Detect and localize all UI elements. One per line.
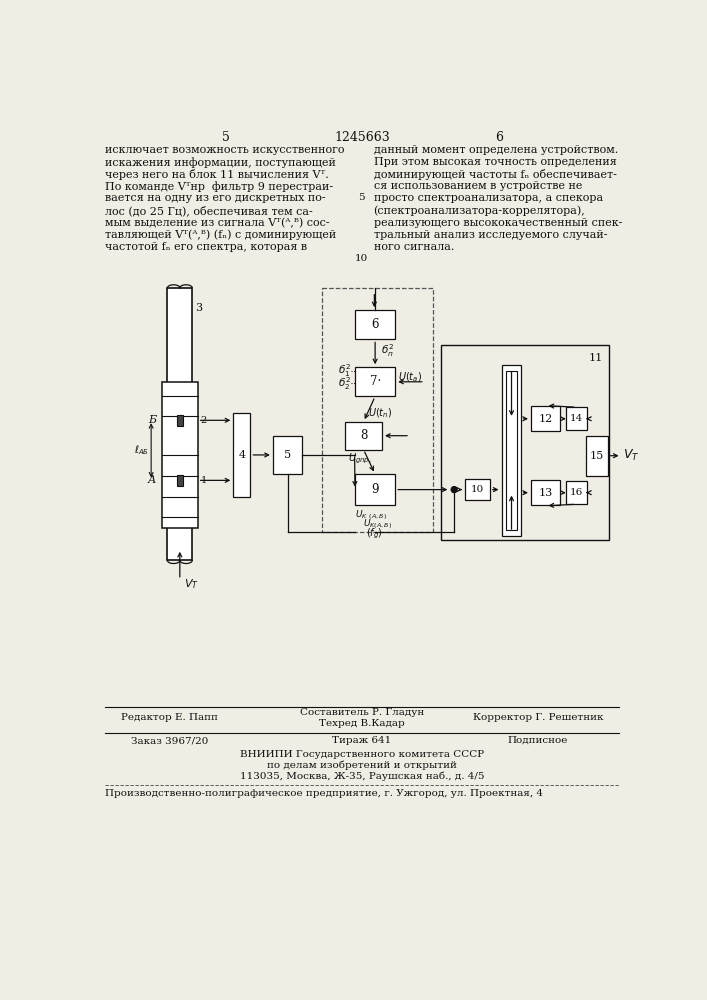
Text: 5: 5 xyxy=(284,450,291,460)
Text: 15: 15 xyxy=(590,451,604,461)
Text: доминирующей частоты fₙ обеспечивает-: доминирующей частоты fₙ обеспечивает- xyxy=(373,169,617,180)
Text: 6: 6 xyxy=(495,131,503,144)
Text: Редактор Е. Папп: Редактор Е. Папп xyxy=(122,713,218,722)
Text: $V_T$: $V_T$ xyxy=(623,448,640,463)
Text: ся использованием в устройстве не: ся использованием в устройстве не xyxy=(373,181,582,191)
Text: через него на блок 11 вычисления Vᵀ.: через него на блок 11 вычисления Vᵀ. xyxy=(105,169,329,180)
Text: $U_{gnp.}$: $U_{gnp.}$ xyxy=(348,452,372,466)
Text: 113035, Москва, Ж-35, Раушская наб., д. 4/5: 113035, Москва, Ж-35, Раушская наб., д. … xyxy=(240,771,484,781)
Bar xyxy=(355,367,395,396)
Text: 13: 13 xyxy=(539,488,553,498)
Text: мым выделение из сигнала Vᵀ(ᴬ,ᴮ) сос-: мым выделение из сигнала Vᵀ(ᴬ,ᴮ) сос- xyxy=(105,218,330,228)
Bar xyxy=(465,479,490,500)
Text: $U_{K(А,Б)}$: $U_{K(А,Б)}$ xyxy=(363,517,392,531)
Text: Производственно-полиграфическое предприятие, г. Ужгород, ул. Проектная, 4: Производственно-полиграфическое предприя… xyxy=(105,789,544,798)
Text: $V_T$: $V_T$ xyxy=(185,577,199,591)
Bar xyxy=(355,474,395,505)
Bar xyxy=(177,475,183,486)
Bar xyxy=(586,436,607,476)
Bar xyxy=(273,436,303,474)
Text: искажения информации, поступающей: искажения информации, поступающей xyxy=(105,157,337,168)
Text: 5: 5 xyxy=(221,131,230,144)
Text: $U(t_n)$: $U(t_n)$ xyxy=(368,406,392,420)
Circle shape xyxy=(451,487,457,493)
Text: Составитель Р. Гладун: Составитель Р. Гладун xyxy=(300,708,424,717)
Text: По команде Vᵀнр  фильтр 9 перестраи-: По команде Vᵀнр фильтр 9 перестраи- xyxy=(105,181,334,192)
Text: Тираж 641: Тираж 641 xyxy=(332,736,392,745)
Text: $(f_g)$: $(f_g)$ xyxy=(366,527,382,541)
Text: $б_п^2$: $б_п^2$ xyxy=(381,343,394,359)
Text: 2: 2 xyxy=(201,416,207,425)
Bar xyxy=(322,288,433,532)
Text: 7·: 7· xyxy=(370,375,381,388)
Bar xyxy=(177,415,183,426)
Text: 10: 10 xyxy=(354,254,368,263)
Text: $б_1^2$: $б_1^2$ xyxy=(338,363,351,379)
Text: Техред В.Кадар: Техред В.Кадар xyxy=(319,719,405,728)
Text: $U_K$ $_{(А,Б)}$: $U_K$ $_{(А,Б)}$ xyxy=(355,508,387,522)
Bar xyxy=(233,413,250,497)
Text: 1: 1 xyxy=(201,476,207,485)
Bar xyxy=(345,422,382,450)
Text: $б_2^2$: $б_2^2$ xyxy=(338,375,351,392)
Text: 5: 5 xyxy=(358,193,365,202)
Bar xyxy=(355,310,395,339)
Text: частотой fₙ его спектра, которая в: частотой fₙ его спектра, которая в xyxy=(105,242,308,252)
Bar xyxy=(566,407,588,430)
Text: просто спектроанализатора, а спекора: просто спектроанализатора, а спекора xyxy=(373,193,602,203)
Text: (спектроанализатора-коррелятора),: (спектроанализатора-коррелятора), xyxy=(373,205,585,216)
Text: 3: 3 xyxy=(195,303,202,313)
Text: Заказ 3967/20: Заказ 3967/20 xyxy=(131,736,209,745)
Bar xyxy=(162,382,198,528)
Bar xyxy=(531,406,561,431)
Text: вается на одну из его дискретных по-: вается на одну из его дискретных по- xyxy=(105,193,326,203)
Text: 12: 12 xyxy=(539,414,553,424)
Text: $\ell_{АБ}$: $\ell_{АБ}$ xyxy=(134,443,150,457)
Bar xyxy=(168,288,192,560)
Text: 10: 10 xyxy=(471,485,484,494)
Text: 11: 11 xyxy=(589,353,603,363)
Text: 8: 8 xyxy=(360,429,367,442)
Text: 1245663: 1245663 xyxy=(334,131,390,144)
Text: 9: 9 xyxy=(371,483,379,496)
Text: $U(t_a)$: $U(t_a)$ xyxy=(398,370,423,384)
Text: данный момент определена устройством.: данный момент определена устройством. xyxy=(373,145,618,155)
Text: ВНИИПИ Государственного комитета СССР: ВНИИПИ Государственного комитета СССР xyxy=(240,750,484,759)
Text: реализующего высококачественный спек-: реализующего высококачественный спек- xyxy=(373,218,622,228)
Text: 16: 16 xyxy=(570,488,583,497)
Text: А: А xyxy=(148,475,156,485)
Bar xyxy=(506,371,517,530)
Text: тральный анализ исследуемого случай-: тральный анализ исследуемого случай- xyxy=(373,230,607,240)
Text: Корректор Г. Решетник: Корректор Г. Решетник xyxy=(472,713,603,722)
Bar xyxy=(531,480,561,505)
Text: При этом высокая точность определения: При этом высокая точность определения xyxy=(373,157,617,167)
Text: 4: 4 xyxy=(238,450,245,460)
Text: тавляющей Vᵀ(ᴬ,ᴮ) (fₙ) с доминирующей: тавляющей Vᵀ(ᴬ,ᴮ) (fₙ) с доминирующей xyxy=(105,230,337,240)
Bar xyxy=(502,365,521,536)
Bar xyxy=(566,481,588,504)
Text: 14: 14 xyxy=(570,414,583,423)
Text: по делам изобретений и открытий: по делам изобретений и открытий xyxy=(267,761,457,770)
Bar xyxy=(441,345,609,540)
Text: лос (до 25 Гц), обеспечивая тем са-: лос (до 25 Гц), обеспечивая тем са- xyxy=(105,205,313,216)
Text: исключает возможность искусственного: исключает возможность искусственного xyxy=(105,145,345,155)
Text: Б: Б xyxy=(148,415,156,425)
Text: Подписное: Подписное xyxy=(508,736,568,745)
Text: ного сигнала.: ного сигнала. xyxy=(373,242,454,252)
Text: 6: 6 xyxy=(371,318,379,331)
